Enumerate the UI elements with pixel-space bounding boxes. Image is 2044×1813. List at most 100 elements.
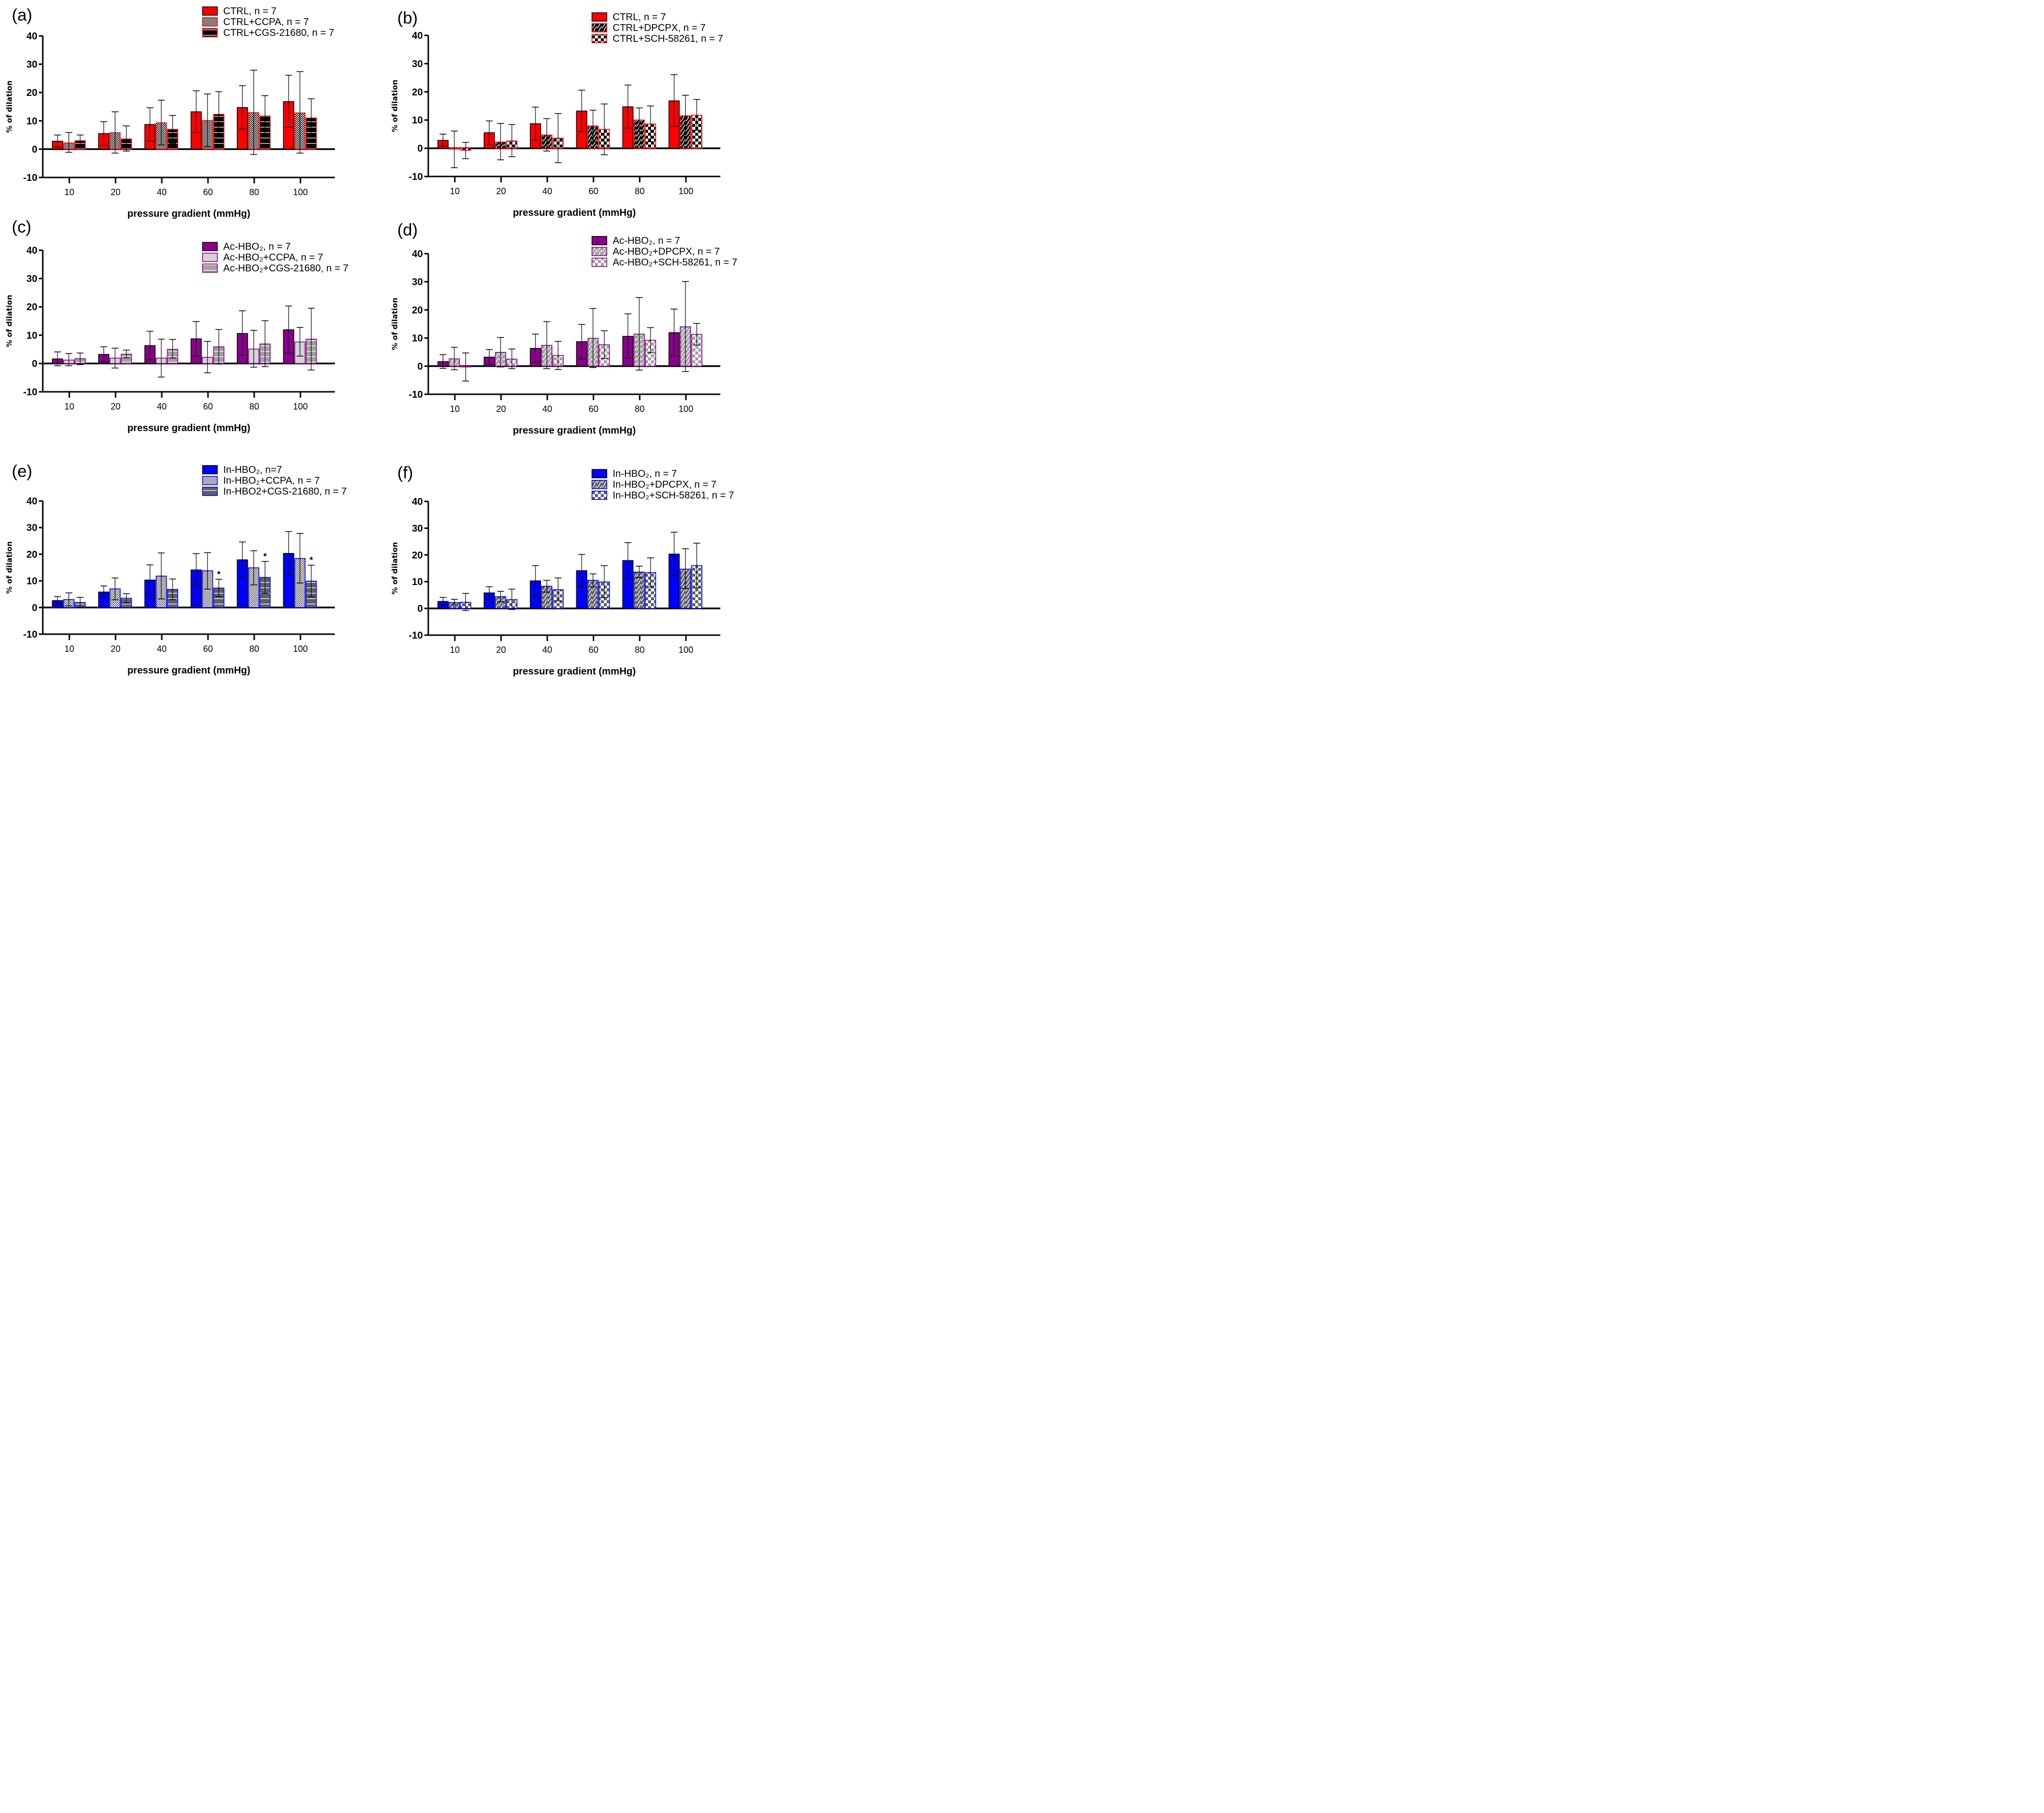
y-tick-label: 10 bbox=[412, 577, 423, 587]
legend-label: CTRL+DPCPX, n = 7 bbox=[613, 23, 706, 33]
significance-star: * bbox=[217, 569, 220, 579]
x-tick-label: 80 bbox=[635, 404, 645, 414]
chart-e: (e) -10 0 10 20 30 40 % of dilation 10 20 40 60 80 10… bbox=[5, 462, 347, 676]
legend-label: Ac-HBO₂+DPCPX, n = 7 bbox=[613, 246, 720, 257]
legend-label: In-HBO₂+SCH-58261, n = 7 bbox=[613, 490, 734, 501]
y-axis-title: % of dilation bbox=[390, 542, 399, 595]
x-axis-title: pressure gradient (mmHg) bbox=[513, 666, 636, 677]
panel-label: (f) bbox=[397, 464, 413, 482]
y-tick-label: 30 bbox=[27, 523, 37, 533]
panel-d: (d) -10 0 10 20 30 40 % of dilation 10 20 40 60 80 10… bbox=[385, 219, 771, 445]
legend-swatch bbox=[202, 263, 218, 273]
chart-f: (f) -10 0 10 20 30 40 % of dilation 10 20 40 60 80 10… bbox=[390, 464, 734, 677]
y-tick-label: 10 bbox=[412, 333, 423, 344]
chart-b: (b) -10 0 10 20 30 40 % of dilation 10 20 40 60 80 10… bbox=[390, 9, 723, 218]
panel-b: (b) -10 0 10 20 30 40 % of dilation 10 20 40 60 80 10… bbox=[385, 0, 771, 226]
y-tick-label: 40 bbox=[412, 30, 423, 41]
legend-label: In-HBO₂, n = 7 bbox=[613, 468, 677, 479]
x-tick-label: 20 bbox=[496, 186, 506, 196]
legend-swatch bbox=[202, 242, 218, 251]
legend-swatch bbox=[592, 480, 607, 489]
x-tick-label: 40 bbox=[157, 644, 167, 654]
x-tick-label: 40 bbox=[157, 402, 167, 411]
legend-label: CTRL+CGS-21680, n = 7 bbox=[223, 28, 334, 38]
y-axis-title: % of dilation bbox=[390, 298, 399, 351]
panel-label: (a) bbox=[12, 6, 32, 25]
y-tick-label: 0 bbox=[417, 361, 423, 372]
y-tick-label: 40 bbox=[27, 31, 37, 42]
y-tick-label: 20 bbox=[27, 549, 37, 560]
x-tick-label: 10 bbox=[64, 187, 74, 197]
legend-swatch bbox=[202, 476, 218, 485]
panel-c: (c) -10 0 10 20 30 40 % of dilation 10 20 40 60 80 10… bbox=[0, 218, 385, 445]
x-tick-label: 10 bbox=[450, 186, 460, 196]
x-tick-label: 10 bbox=[450, 404, 460, 414]
x-tick-label: 10 bbox=[64, 402, 74, 411]
y-tick-label: -10 bbox=[409, 172, 423, 182]
x-tick-label: 60 bbox=[203, 187, 213, 197]
panel-e: (e) -10 0 10 20 30 40 % of dilation 10 20 40 60 80 10… bbox=[0, 450, 385, 676]
legend-label: Ac-HBO₂, n = 7 bbox=[223, 241, 291, 252]
legend-label: Ac-HBO₂+CGS-21680, n = 7 bbox=[223, 263, 349, 274]
legend-label: CTRL, n = 7 bbox=[223, 6, 276, 17]
y-tick-label: -10 bbox=[23, 387, 37, 398]
x-tick-label: 80 bbox=[249, 187, 259, 197]
legend-label: In-HBO₂+DPCPX, n = 7 bbox=[613, 479, 716, 490]
y-axis-title: % of dilation bbox=[390, 80, 399, 132]
y-tick-label: -10 bbox=[23, 629, 37, 640]
y-tick-label: -10 bbox=[23, 173, 37, 183]
x-tick-label: 80 bbox=[635, 645, 645, 655]
legend-swatch bbox=[202, 17, 218, 27]
y-tick-label: 10 bbox=[412, 115, 423, 126]
legend-label: Ac-HBO₂, n = 7 bbox=[613, 235, 680, 246]
y-tick-label: 40 bbox=[27, 496, 37, 507]
panel-label: (d) bbox=[397, 221, 418, 239]
x-tick-label: 100 bbox=[293, 187, 308, 197]
y-tick-label: 20 bbox=[27, 302, 37, 313]
panel-a: (a) -10 0 10 20 30 40 % of dilation 10 20 40 60 80 10… bbox=[0, 0, 385, 226]
chart-c: (c) -10 0 10 20 30 40 % of dilation 10 20 40 60 80 10… bbox=[5, 218, 349, 434]
y-tick-label: 30 bbox=[412, 523, 423, 534]
y-tick-label: 0 bbox=[417, 604, 423, 614]
x-tick-label: 40 bbox=[542, 186, 552, 196]
y-tick-label: 40 bbox=[27, 245, 37, 256]
panel-label: (b) bbox=[397, 9, 418, 28]
panel-f: (f) -10 0 10 20 30 40 % of dilation 10 20 40 60 80 10… bbox=[385, 450, 771, 677]
significance-star: * bbox=[263, 552, 267, 561]
x-tick-label: 20 bbox=[111, 187, 120, 197]
legend-swatch bbox=[202, 6, 218, 16]
legend-swatch bbox=[592, 491, 607, 500]
x-tick-label: 80 bbox=[249, 402, 259, 411]
legend-swatch bbox=[202, 28, 218, 37]
chart-a: (a) -10 0 10 20 30 40 % of dilation 10 20 40 60 80 10… bbox=[5, 6, 335, 219]
y-axis-title: % of dilation bbox=[5, 81, 14, 133]
y-tick-label: 20 bbox=[412, 550, 423, 561]
panel-label: (c) bbox=[12, 218, 31, 236]
x-axis-title: pressure gradient (mmHg) bbox=[513, 425, 636, 436]
y-axis-title: % of dilation bbox=[5, 295, 14, 348]
legend-swatch bbox=[592, 12, 607, 22]
x-tick-label: 60 bbox=[589, 186, 598, 196]
y-tick-label: 10 bbox=[27, 330, 37, 341]
y-tick-label: 20 bbox=[412, 305, 423, 316]
legend-label: CTRL+CCPA, n = 7 bbox=[223, 17, 309, 28]
x-tick-label: 20 bbox=[496, 645, 506, 655]
y-tick-label: 0 bbox=[32, 358, 37, 369]
x-axis-title: pressure gradient (mmHg) bbox=[127, 423, 250, 434]
legend-label: Ac-HBO₂+SCH-58261, n = 7 bbox=[613, 257, 737, 268]
legend-swatch bbox=[202, 487, 218, 496]
x-tick-label: 100 bbox=[293, 402, 308, 411]
x-tick-label: 10 bbox=[450, 645, 460, 655]
y-tick-label: 10 bbox=[27, 116, 37, 127]
legend-label: In-HBO2+CGS-21680, n = 7 bbox=[223, 486, 347, 497]
x-tick-label: 40 bbox=[542, 645, 552, 655]
legend-swatch bbox=[592, 34, 607, 43]
x-tick-label: 10 bbox=[64, 644, 74, 654]
y-tick-label: 30 bbox=[27, 59, 37, 70]
x-tick-label: 40 bbox=[157, 187, 167, 197]
y-tick-label: -10 bbox=[409, 630, 423, 641]
legend-swatch bbox=[592, 247, 607, 256]
x-axis-title: pressure gradient (mmHg) bbox=[127, 665, 250, 676]
x-tick-label: 60 bbox=[203, 402, 213, 411]
legend-swatch bbox=[592, 23, 607, 32]
